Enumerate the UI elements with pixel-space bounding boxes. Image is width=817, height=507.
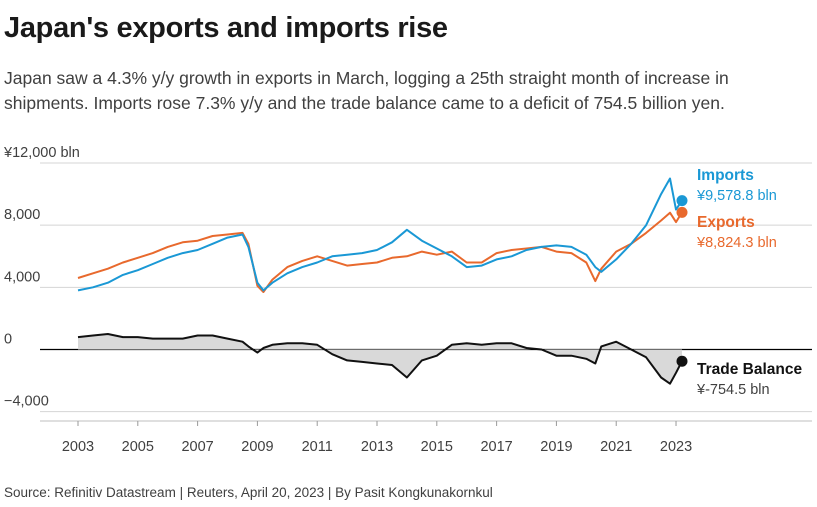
source-note: Source: Refinitiv Datastream | Reuters, …	[4, 485, 493, 500]
series-lines	[77, 177, 688, 385]
x-tick-label: 2023	[660, 439, 692, 455]
imports-line	[77, 177, 683, 292]
end-labels: Imports ¥9,578.8 bln Exports ¥8,824.3 bln Tr…	[696, 167, 802, 398]
y-tick-label: −4,000	[4, 394, 49, 410]
y-tick-label: 8,000	[4, 207, 40, 223]
x-tick-label: 2017	[480, 439, 512, 455]
imports-label: Imports	[697, 167, 754, 184]
trade-balance-line	[77, 333, 683, 385]
x-tick-label: 2005	[122, 439, 154, 455]
x-tick-label: 2011	[302, 439, 333, 455]
x-tick-label: 2021	[600, 439, 632, 455]
x-tick-label: 2009	[241, 439, 273, 455]
x-tick-label: 2019	[540, 439, 572, 455]
y-tick-label: 4,000	[4, 269, 40, 285]
exports-end-marker	[676, 206, 688, 218]
trade-balance-end-marker	[676, 355, 688, 367]
x-tick-label: 2015	[421, 439, 453, 455]
chart-title: Japan's exports and imports rise	[4, 12, 448, 44]
trade-balance-label: Trade Balance	[697, 361, 802, 378]
exports-line	[77, 211, 683, 293]
y-axis-labels: ¥12,000 bln 8,000 4,000 0 −4,000	[3, 145, 80, 410]
exports-value-label: ¥8,824.3 bln	[696, 235, 777, 251]
chart-subtitle: Japan saw a 4.3% y/y growth in exports i…	[4, 68, 729, 113]
y-tick-label: 0	[4, 332, 12, 348]
y-tick-label: ¥12,000 bln	[3, 145, 80, 161]
x-tick-label: 2003	[62, 439, 94, 455]
x-tick-label: 2007	[181, 439, 213, 455]
imports-value-label: ¥9,578.8 bln	[696, 188, 777, 204]
imports-end-marker	[676, 195, 688, 207]
trade-balance-area	[78, 334, 682, 384]
x-tick-label: 2013	[361, 439, 393, 455]
exports-label: Exports	[697, 214, 755, 231]
trade-balance-value-label: ¥-754.5 bln	[696, 382, 770, 398]
x-axis: 2003 2005 2007 2009 2011 2013 2015 2017 2019 2021…	[40, 420, 812, 455]
